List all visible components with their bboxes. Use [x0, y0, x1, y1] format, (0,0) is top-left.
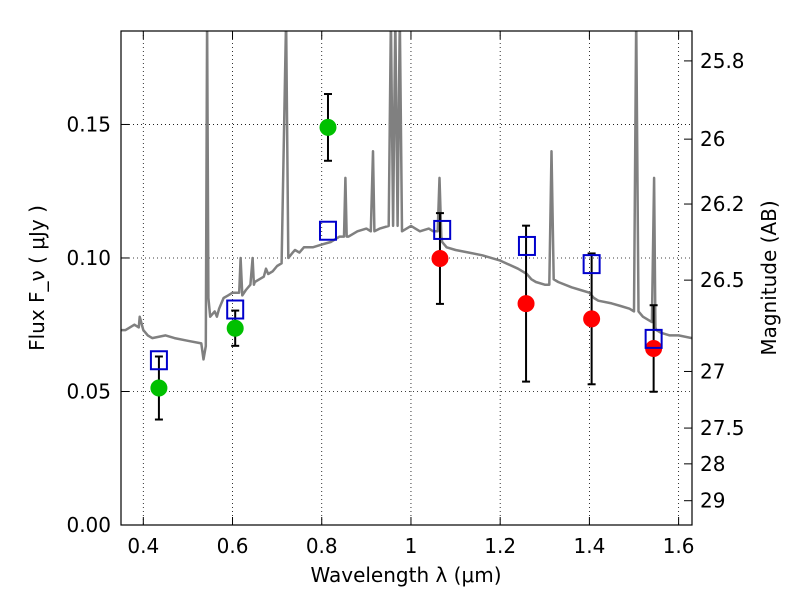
model-square [149, 350, 168, 371]
x-tick-label: 1 [405, 534, 418, 558]
data-point [150, 379, 168, 397]
right-tick-label: 26.5 [700, 268, 745, 292]
x-tick-label: 1.2 [484, 534, 516, 558]
y-tick-label: 0.10 [66, 246, 111, 270]
spectrum-line [121, 31, 692, 361]
right-axis-label: Magnitude (AB) [757, 200, 781, 355]
x-tick-label: 0.8 [306, 534, 338, 558]
x-tick-label: 1.4 [573, 534, 605, 558]
model-square [517, 235, 536, 256]
model-square [226, 299, 245, 320]
right-tick-label: 29 [700, 489, 725, 513]
x-tick-label: 0.6 [217, 534, 249, 558]
x-tick-label: 0.4 [127, 534, 159, 558]
data-point [583, 310, 601, 328]
x-tick-label: 1.6 [663, 534, 695, 558]
model-square [433, 219, 452, 240]
data-point [517, 295, 535, 313]
y-tick-label: 0.05 [66, 379, 111, 403]
model-square [644, 328, 663, 349]
right-tick-label: 28 [700, 452, 725, 476]
plot-frame [120, 30, 693, 526]
right-tick-label: 27.5 [700, 416, 745, 440]
y-tick-label: 0.00 [66, 513, 111, 537]
right-tick-label: 26.2 [700, 192, 745, 216]
data-point [319, 118, 337, 136]
right-tick-label: 27 [700, 359, 725, 383]
ticks: 0.4 0.6 0.8 1 1.2 1.4 1.6 0.00 0.05 0.10 0.15 25.8 2… [66, 31, 745, 558]
data-point [431, 250, 449, 268]
model-square [318, 220, 337, 241]
model-square [582, 254, 601, 275]
plot-area [121, 31, 692, 421]
right-tick-label: 26 [700, 127, 725, 151]
x-axis-label: Wavelength λ (μm) [310, 563, 501, 587]
y-axis-label: Flux F_ν ( μJy ) [25, 205, 49, 351]
right-tick-label: 25.8 [700, 49, 745, 73]
y-tick-label: 0.15 [66, 112, 111, 136]
data-point [226, 319, 244, 337]
